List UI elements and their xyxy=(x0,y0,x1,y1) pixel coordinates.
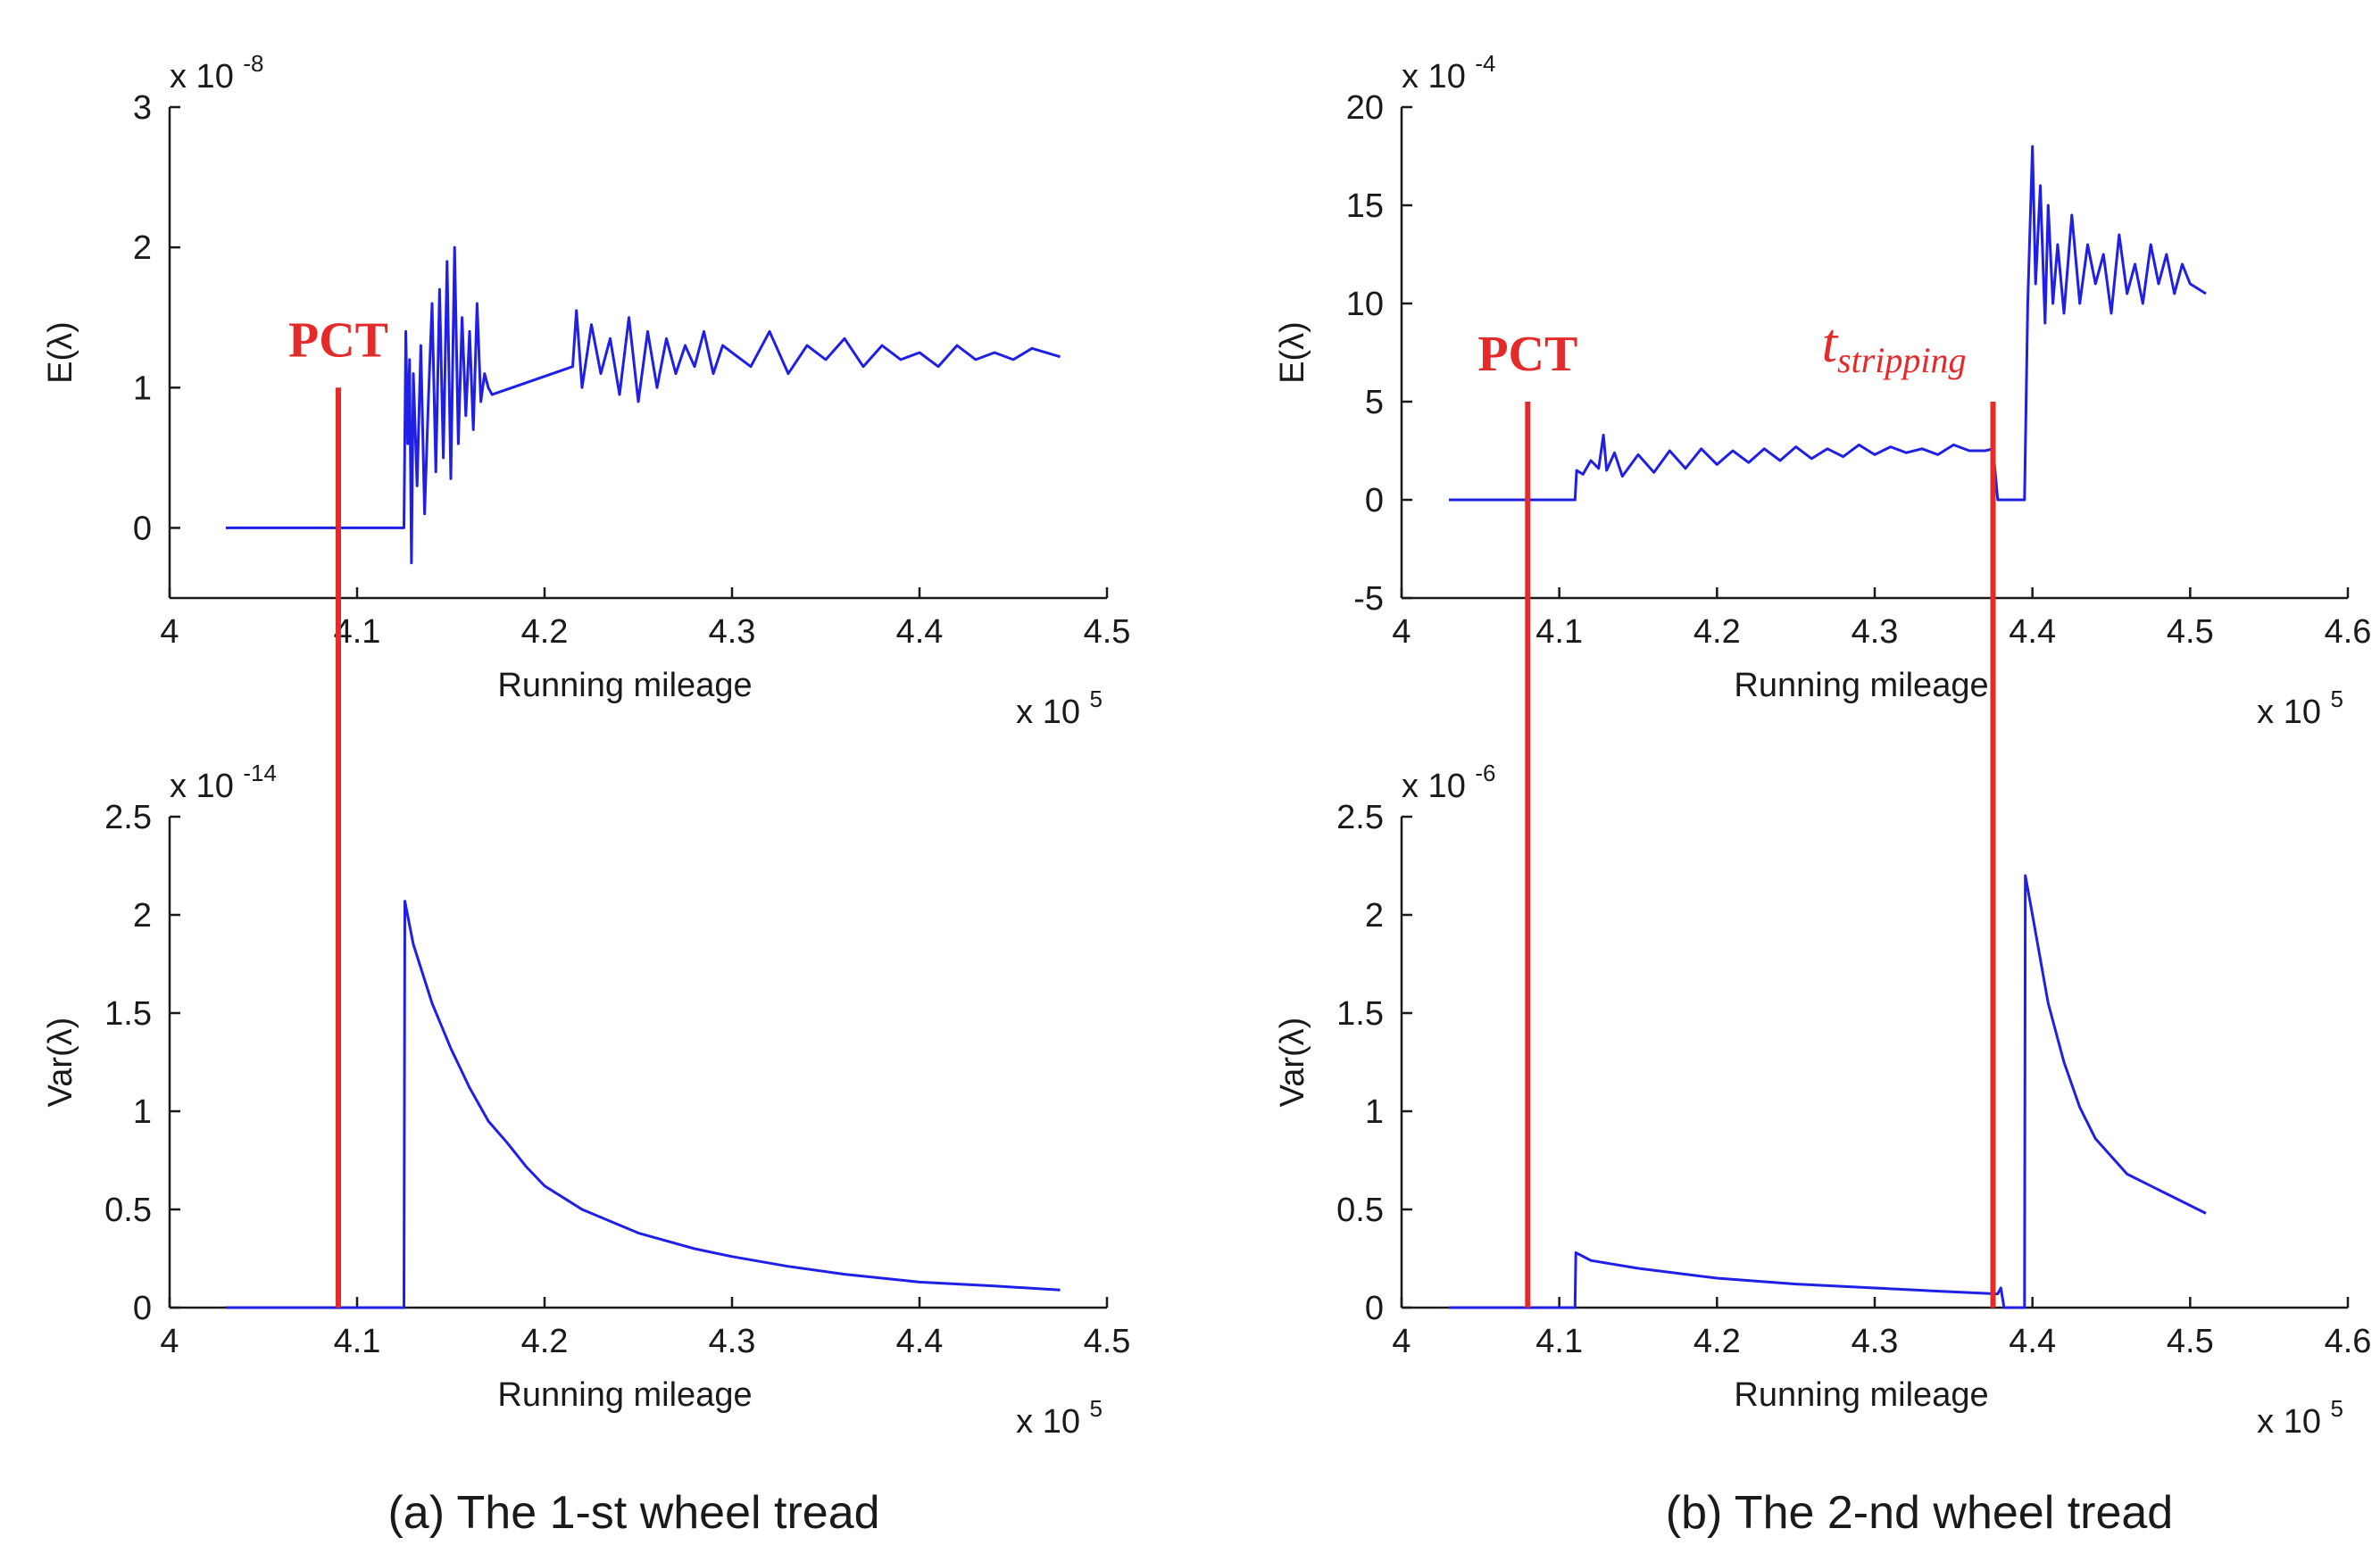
x-scale-exponent: 5 xyxy=(2331,685,2343,712)
y-tick-label: 0.5 xyxy=(1336,1192,1384,1229)
x-tick-label: 4.2 xyxy=(521,613,569,651)
caption-a: (a) The 1-st wheel tread xyxy=(387,1487,879,1539)
y-tick-label: 2.5 xyxy=(104,799,152,836)
x-tick-label: 4.4 xyxy=(896,1323,944,1360)
y-tick-label: 1.5 xyxy=(104,995,152,1033)
x-tick-label: 4.3 xyxy=(709,613,756,651)
marker-label-stripping: tstripping xyxy=(1822,313,1967,380)
x-tick-label: 4.2 xyxy=(1693,1323,1741,1360)
x-axis-label: Running mileage xyxy=(497,1376,752,1414)
y-tick-label: 0 xyxy=(1365,1290,1384,1327)
marker-lines-layer: PCT PCT tstripping xyxy=(288,312,1996,1308)
y-scale-exponent: -8 xyxy=(243,50,263,77)
x-tick-label: 4 xyxy=(1392,613,1411,651)
y-axis-label: E(λ) xyxy=(42,321,79,384)
y-tick-label: 10 xyxy=(1346,286,1384,323)
y-scale-exponent: -6 xyxy=(1475,760,1495,786)
y-tick-label: 0 xyxy=(1365,482,1384,519)
y-tick-label: 1 xyxy=(133,1093,152,1131)
y-tick-label: 15 xyxy=(1346,187,1384,225)
x-tick-label: 4.4 xyxy=(896,613,944,651)
x-tick-label: 4 xyxy=(160,1323,179,1360)
series-line xyxy=(226,245,1061,565)
x-tick-label: 4 xyxy=(160,613,179,651)
y-tick-label: 0 xyxy=(133,1290,152,1327)
y-tick-label: 1.5 xyxy=(1336,995,1384,1033)
x-tick-label: 4.5 xyxy=(2167,613,2214,651)
y-scale-label: x 10 -4 xyxy=(1402,50,1496,96)
x-tick-label: 4.1 xyxy=(1535,613,1583,651)
x-axis-label: Running mileage xyxy=(497,667,752,704)
y-scale-label: x 10 -6 xyxy=(1402,760,1496,805)
y-tick-label: 2 xyxy=(133,229,152,267)
x-tick-label: 4.3 xyxy=(709,1323,756,1360)
y-scale-exponent: -4 xyxy=(1475,50,1495,77)
panel-a-bottom-chart: 4 4.1 4.2 4.3 4.4 4.5 0 0.5 1 1.5 2 2.5 x 10 -14 x 10… xyxy=(42,760,1130,1441)
x-tick-label: 4.5 xyxy=(2167,1323,2214,1360)
x-scale-label: x 10 5 xyxy=(2257,685,2343,731)
y-tick-label: 0 xyxy=(133,510,152,547)
marker-label-subscript: stripping xyxy=(1837,340,1966,380)
x-scale-label: x 10 5 xyxy=(1016,685,1103,731)
x-scale-exponent: 5 xyxy=(1090,685,1103,712)
y-scale-label: x 10 -14 xyxy=(170,760,277,805)
panel-a-top-chart: 4 4.1 4.2 4.3 4.4 4.5 0 1 2 3 x 10 -8 x 10 5 Running… xyxy=(42,50,1130,731)
x-tick-label: 4.1 xyxy=(334,613,381,651)
x-tick-label: 4.5 xyxy=(1084,613,1131,651)
marker-label-pct: PCT xyxy=(1477,327,1577,382)
y-scale-label: x 10 -8 xyxy=(170,50,264,96)
y-axis-label: Var(λ) xyxy=(42,1018,79,1108)
x-tick-label: 4.4 xyxy=(2009,613,2056,651)
x-scale-exponent: 5 xyxy=(1090,1395,1103,1422)
y-tick-label: -5 xyxy=(1353,580,1384,618)
y-scale-exponent: -14 xyxy=(243,760,277,786)
y-axis-label: Var(λ) xyxy=(1274,1018,1311,1108)
y-tick-label: 20 xyxy=(1346,89,1384,127)
x-scale-label: x 10 5 xyxy=(1016,1395,1103,1441)
x-tick-label: 4.6 xyxy=(2325,613,2372,651)
x-tick-label: 4.3 xyxy=(1852,1323,1899,1360)
y-tick-label: 5 xyxy=(1365,384,1384,421)
y-tick-label: 1 xyxy=(1365,1093,1384,1131)
x-tick-label: 4.2 xyxy=(1693,613,1741,651)
y-tick-label: 1 xyxy=(133,370,152,407)
panel-b-top-chart: 4 4.1 4.2 4.3 4.4 4.5 4.6 -5 0 5 10 15 20 x 10 -4 x 10… xyxy=(1274,50,2371,731)
x-tick-label: 4 xyxy=(1392,1323,1411,1360)
x-tick-label: 4.1 xyxy=(334,1323,381,1360)
x-tick-label: 4.5 xyxy=(1084,1323,1131,1360)
marker-label-pct: PCT xyxy=(288,312,388,368)
x-scale-label: x 10 5 xyxy=(2257,1395,2343,1441)
y-tick-label: 3 xyxy=(133,89,152,127)
caption-b: (b) The 2-nd wheel tread xyxy=(1666,1487,2173,1539)
y-tick-label: 0.5 xyxy=(104,1192,152,1229)
series-line xyxy=(1449,145,2207,502)
y-tick-label: 2 xyxy=(133,897,152,935)
y-axis-label: E(λ) xyxy=(1274,321,1311,384)
x-tick-label: 4.4 xyxy=(2009,1323,2056,1360)
x-scale-exponent: 5 xyxy=(2331,1395,2343,1422)
x-tick-label: 4.6 xyxy=(2325,1323,2372,1360)
y-tick-label: 2.5 xyxy=(1336,799,1384,836)
panel-b-bottom-chart: 4 4.1 4.2 4.3 4.4 4.5 4.6 0 0.5 1 1.5 2 2.5 x 10 -6 x … xyxy=(1274,760,2371,1441)
y-tick-label: 2 xyxy=(1365,897,1384,935)
x-axis-label: Running mileage xyxy=(1734,667,1988,704)
x-tick-label: 4.2 xyxy=(521,1323,569,1360)
x-tick-label: 4.3 xyxy=(1852,613,1899,651)
series-line xyxy=(226,900,1061,1309)
x-tick-label: 4.1 xyxy=(1535,1323,1583,1360)
x-axis-label: Running mileage xyxy=(1734,1376,1988,1414)
series-line xyxy=(1449,874,2207,1309)
